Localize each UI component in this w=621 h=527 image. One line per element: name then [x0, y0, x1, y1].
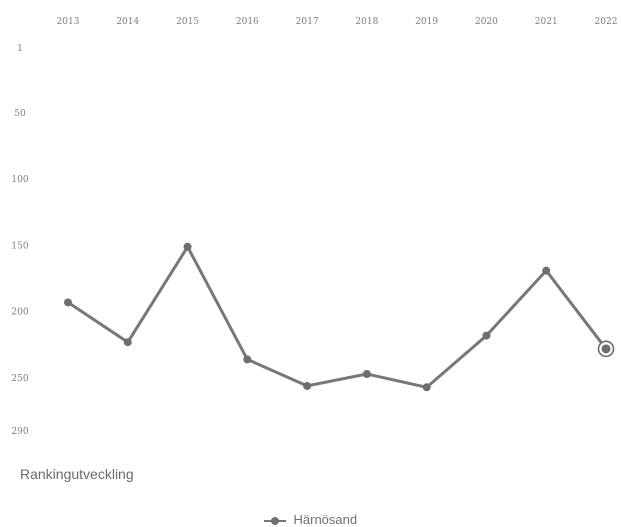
data-point[interactable] [64, 298, 72, 307]
data-point[interactable] [183, 242, 192, 251]
series-line [66, 245, 608, 389]
ranking-line-chart: 2013 2014 2015 2016 2017 2018 2019 2020 2021 2022… [11, 17, 618, 437]
data-point[interactable] [362, 370, 371, 379]
x-tick-label: 2022 [595, 17, 618, 27]
y-tick-label: 200 [11, 308, 28, 318]
legend[interactable]: Härnösand [0, 512, 621, 527]
y-tick-label: 250 [11, 374, 28, 384]
x-tick-label: 2019 [415, 17, 438, 27]
data-point[interactable] [601, 344, 611, 354]
data-point[interactable] [243, 355, 252, 364]
y-tick-label: 150 [11, 241, 28, 251]
y-tick-label: 50 [14, 109, 26, 119]
data-point[interactable] [482, 331, 491, 340]
x-tick-label: 2020 [475, 17, 498, 27]
x-tick-label: 2021 [535, 17, 558, 27]
x-tick-label: 2018 [355, 17, 378, 27]
x-axis-ticks: 2013 2014 2015 2016 2017 2018 2019 2020 2021 2022 [57, 17, 618, 27]
data-point[interactable] [542, 266, 551, 275]
chart-caption: Rankingutveckling [20, 466, 134, 482]
y-tick-label: 100 [11, 175, 28, 185]
x-tick-label: 2016 [236, 17, 259, 27]
series-harnosand [64, 242, 615, 392]
data-point[interactable] [303, 381, 312, 390]
y-tick-label: 290 [11, 427, 28, 437]
legend-marker-icon [263, 516, 286, 526]
data-point[interactable] [123, 338, 132, 347]
x-tick-label: 2014 [116, 17, 139, 27]
data-point[interactable] [422, 383, 431, 392]
x-tick-label: 2015 [176, 17, 199, 27]
x-tick-label: 2017 [296, 17, 319, 27]
legend-label: Härnösand [293, 512, 358, 527]
y-tick-label: 1 [17, 44, 23, 54]
x-tick-label: 2013 [57, 17, 80, 27]
